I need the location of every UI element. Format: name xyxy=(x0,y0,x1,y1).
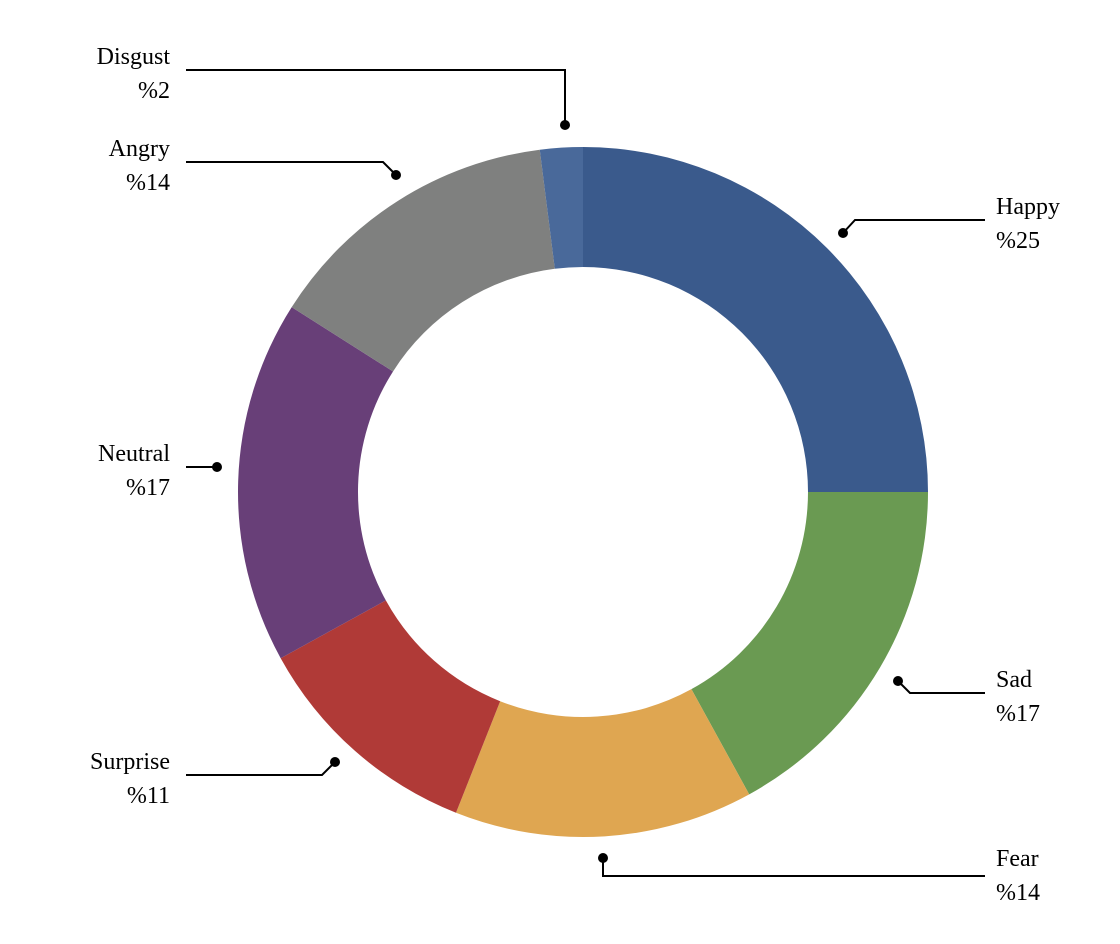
slice-value-label-neutral: %17 xyxy=(126,475,170,501)
slice-label-happy: Happy xyxy=(996,194,1060,220)
leader-line-fear xyxy=(603,858,985,876)
slice-value-label-disgust: %2 xyxy=(138,78,170,104)
donut-slices xyxy=(238,147,928,837)
leader-dot-angry xyxy=(391,170,401,180)
leader-dot-disgust xyxy=(560,120,570,130)
leader-dot-surprise xyxy=(330,757,340,767)
slice-label-surprise: Surprise xyxy=(90,749,170,775)
leader-line-surprise xyxy=(186,762,335,775)
slice-value-label-angry: %14 xyxy=(126,170,170,196)
slice-label-disgust: Disgust xyxy=(97,44,171,70)
slice-label-angry: Angry xyxy=(109,136,170,162)
leader-line-happy xyxy=(843,220,985,233)
slice-sad xyxy=(691,492,928,794)
leader-dot-happy xyxy=(838,228,848,238)
slice-label-fear: Fear xyxy=(996,846,1039,872)
slice-label-neutral: Neutral xyxy=(98,441,170,467)
slice-label-sad: Sad xyxy=(996,667,1032,693)
leader-line-disgust xyxy=(186,70,565,125)
leader-line-angry xyxy=(186,162,396,175)
slice-value-label-happy: %25 xyxy=(996,228,1040,254)
slice-value-label-sad: %17 xyxy=(996,701,1040,727)
leader-dot-fear xyxy=(598,853,608,863)
slice-happy xyxy=(583,147,928,492)
slice-value-label-surprise: %11 xyxy=(127,783,170,809)
slice-value-label-fear: %14 xyxy=(996,880,1040,906)
leader-line-sad xyxy=(898,681,985,693)
leader-dot-neutral xyxy=(212,462,222,472)
slice-neutral xyxy=(238,307,393,658)
leader-dot-sad xyxy=(893,676,903,686)
